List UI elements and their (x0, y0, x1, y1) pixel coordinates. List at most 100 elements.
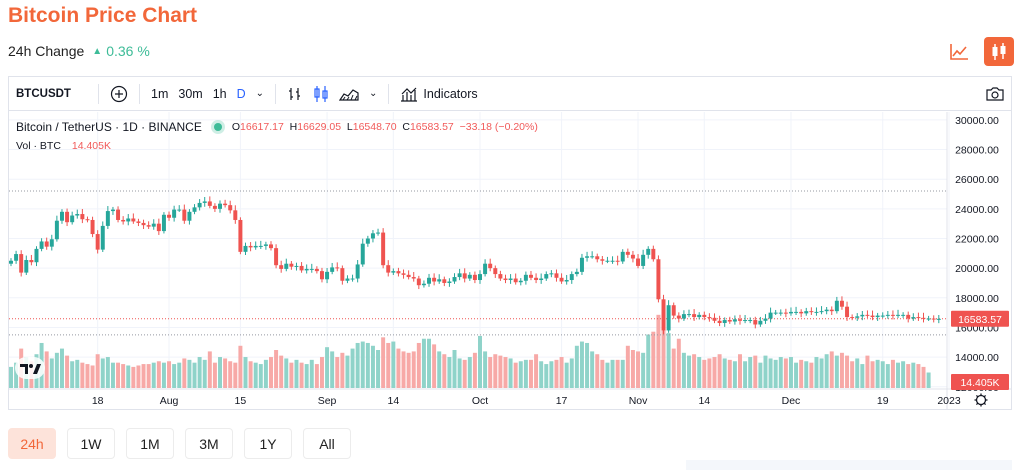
volume-bar (564, 362, 569, 388)
candle-body (156, 223, 161, 232)
interval-1h[interactable]: 1h (212, 86, 227, 101)
volume-bar (697, 357, 702, 388)
range-1w-button[interactable]: 1W (67, 428, 115, 459)
volume-bar (916, 364, 921, 388)
ohlc-values: O16617.17 H16629.05 L16548.70 C16583.57 … (232, 121, 538, 133)
candle-body (610, 260, 615, 262)
volume-bar (319, 357, 324, 388)
candle-body (788, 311, 793, 314)
candle-body (819, 311, 824, 313)
volume-bar (110, 362, 115, 388)
volume-bar (676, 338, 681, 388)
symbol-search[interactable]: BTCUSDT (16, 87, 71, 100)
range-3m-button[interactable]: 3M (185, 428, 233, 459)
interval-d[interactable]: D (236, 86, 246, 101)
candle-body (875, 315, 880, 318)
volume-bar (875, 359, 880, 388)
candlestick-chart[interactable]: 30000.00 28000.00 26000.00 24000.00 22000.00… (9, 112, 1011, 410)
candles-style-button[interactable] (313, 85, 329, 103)
candle-body (916, 317, 921, 319)
volume-bar (406, 352, 411, 388)
bars-icon (289, 87, 301, 100)
volume-bar (70, 361, 75, 388)
volume-bar (228, 361, 233, 388)
chevron-down-icon[interactable]: ⌄ (369, 88, 378, 99)
candle-body (707, 317, 712, 319)
price-tick-label: 24000.00 (955, 204, 999, 216)
candle-body (442, 279, 447, 283)
line-view-button[interactable] (944, 37, 974, 66)
volume-bar (462, 359, 467, 388)
volume-bar (493, 354, 498, 388)
candle-body (595, 256, 600, 260)
candle-body (748, 320, 753, 322)
volume-bar (65, 355, 70, 388)
time-tick-label: 18 (92, 395, 104, 407)
volume-bar (600, 359, 605, 388)
range-1m-button[interactable]: 1M (126, 428, 174, 459)
volume-bar (687, 355, 691, 388)
volume-bar (483, 351, 488, 388)
candle-body (90, 219, 95, 235)
volume-bar (100, 358, 105, 388)
volume-bar (258, 364, 263, 388)
volume-bar (753, 355, 758, 388)
volume-bar (681, 352, 686, 388)
volume-bar (212, 362, 217, 388)
volume-bar (595, 354, 600, 388)
candle-body (865, 314, 870, 316)
volume-bar (646, 334, 651, 388)
legend-title: Bitcoin / TetherUS · 1D · BINANCE (16, 120, 202, 134)
volume-bar (671, 348, 676, 388)
candle-body (472, 274, 477, 281)
candle-body (661, 299, 666, 331)
candle-body (503, 278, 508, 281)
volume-bar (579, 341, 584, 388)
candle-body (483, 263, 488, 275)
volume-bar (839, 352, 844, 388)
candle-body (381, 232, 386, 266)
screenshot-button[interactable] (985, 86, 1005, 102)
interval-30m[interactable]: 30m (178, 86, 203, 101)
candle-body (345, 278, 350, 281)
volume-bar (121, 364, 126, 388)
candle-view-button[interactable] (984, 37, 1014, 66)
candle-body (9, 260, 13, 264)
chart-legend: Bitcoin / TetherUS · 1D · BINANCE O16617… (16, 120, 538, 134)
range-all-button[interactable]: All (303, 428, 351, 459)
chevron-down-icon[interactable]: ⌄ (255, 88, 265, 99)
area-style-button[interactable] (339, 87, 359, 101)
open-value: 16617.17 (240, 121, 284, 133)
toolbar-divider (139, 83, 140, 104)
candle-body (890, 314, 895, 316)
volume-bar (641, 352, 646, 388)
volume-bar (885, 364, 890, 388)
indicators-button[interactable]: Indicators (400, 86, 478, 102)
interval-1m[interactable]: 1m (151, 86, 169, 101)
candle-body (116, 209, 121, 220)
compare-button[interactable] (110, 85, 128, 103)
volume-bar (269, 357, 273, 388)
volume-bar (890, 359, 895, 388)
candle-body (19, 254, 24, 273)
volume-bar (279, 355, 284, 388)
range-24h-button[interactable]: 24h (8, 428, 56, 459)
volume-bar (717, 354, 722, 388)
candle-body (896, 314, 901, 316)
candle-body (564, 280, 569, 282)
chart-area[interactable]: 30000.00 28000.00 26000.00 24000.00 22000.00… (9, 112, 1011, 410)
volume-bar (554, 359, 559, 388)
candle-body (279, 265, 284, 269)
candle-body (121, 219, 126, 222)
settings-gear-icon[interactable] (975, 394, 987, 406)
volume-bar (651, 331, 656, 388)
candle-body (855, 316, 860, 318)
camera-icon (986, 86, 1004, 101)
tradingview-logo-icon[interactable] (15, 357, 45, 379)
candle-body (539, 278, 544, 281)
volume-bar (794, 362, 799, 388)
bars-style-button[interactable] (287, 86, 303, 102)
range-1y-button[interactable]: 1Y (244, 428, 292, 459)
candle-body (253, 245, 258, 248)
candle-body (330, 267, 335, 272)
